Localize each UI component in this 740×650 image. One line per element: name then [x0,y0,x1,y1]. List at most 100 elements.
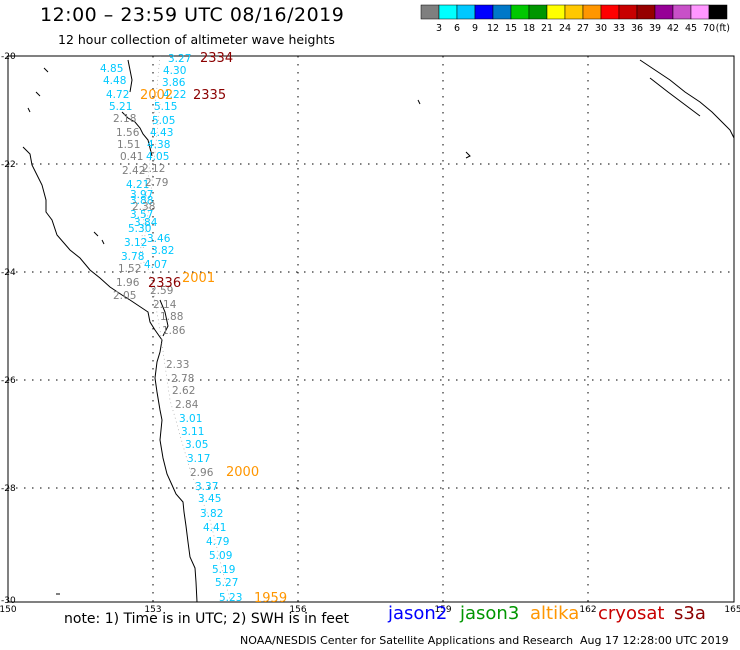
track-time-label: 2336 [148,276,181,291]
credit-line: NOAA/NESDIS Center for Satellite Applica… [240,634,574,647]
satellite-s3a: s3a [674,603,706,624]
legend-tick-label: 39 [649,23,661,34]
swh-value-label: 3.97 [130,189,153,201]
swh-value-label: 2.14 [153,299,177,311]
swh-value-label: 2.42 [122,165,145,177]
swh-value-label: 3.45 [198,493,221,505]
swh-value-label: 2.79 [145,177,168,189]
map-frame [7,55,735,603]
swh-value-label: 4.72 [106,89,129,101]
swh-value-label: 5.15 [154,101,177,113]
swh-value-label: 3.82 [200,508,223,520]
swh-value-label: 3.27 [168,53,191,65]
legend-tick-label: 27 [577,23,589,34]
swh-value-label: 5.21 [109,101,132,113]
swh-value-label: 1.52 [118,263,141,275]
lat-tick-label: -26 [1,376,16,386]
coastline [22,59,735,603]
legend-unit: (ft) [716,23,730,34]
swh-value-label: 2.18 [113,113,136,125]
swh-value-label: 4.79 [206,536,229,548]
swh-value-label: 3.86 [162,77,186,89]
swh-value-label: 4.43 [150,127,173,139]
track-time-label: 2000 [226,465,259,480]
track-time-label: 1959 [254,591,287,606]
legend-tick-label: 42 [667,23,679,34]
legend-tick-label: 12 [487,23,499,34]
reef-5 [101,239,105,245]
legend-tick-label: 45 [685,23,697,34]
legend-tick-label: 70 [703,23,715,34]
swh-value-label: 3.01 [179,413,202,425]
swh-value-label: 1.56 [116,127,140,139]
swh-value-label: 4.05 [146,151,169,163]
swh-value-label: 4.85 [100,63,123,75]
queensland-inner [121,111,153,157]
swh-value-label: 4.48 [103,75,126,87]
swh-value-label: 5.30 [128,223,151,235]
color-legend: 3 6 9 12 15 18 21 24 27 30 33 36 39 42 45 70 (ft) [420,4,730,34]
swh-value-label: 5.27 [215,577,238,589]
australia-coast [22,146,198,603]
swh-value-label: 4.21 [126,179,149,191]
page-title: 12:00 – 23:59 UTC 08/16/2019 [40,4,345,26]
lon-tick-label: 153 [144,605,161,615]
reef-island-1 [417,99,421,105]
swh-value-label: 4.41 [203,522,226,534]
swh-value-label: 1.96 [116,277,140,289]
footer-note: note: 1) Time is in UTC; 2) SWH is in fe… [64,611,350,627]
track-time-label: 2002 [140,88,173,103]
wave-height-labels: 3.27 4.85 4.30 4.48 3.86 4.72 4.22 5.21 5.15 2.18… [100,53,242,604]
swh-value-label: 2.38 [132,201,155,213]
great-sandy-island [159,299,169,337]
swh-value-label: 3.88 [130,195,153,207]
swh-value-label: 3.57 [130,209,153,221]
swh-value-label: 2.96 [190,467,214,479]
swh-value-label: 3.82 [151,245,174,257]
legend-tick-label: 9 [472,23,478,34]
lat-tick-label: -30 [1,596,16,606]
swh-value-label: 3.84 [134,217,158,229]
legend-tick-label: 3 [436,23,442,34]
legend-tick-label: 24 [559,23,571,34]
track-time-label: 2001 [182,271,215,286]
satellite-tracks [139,55,231,601]
reef-1 [43,67,49,73]
axis-tick-labels: 150 153 156 159 162 165 -20 -22 -24 -26 -28 -30 [0,52,740,615]
lat-tick-label: -24 [1,268,16,278]
reef-2 [35,91,41,97]
swh-value-label: 1.88 [160,311,183,323]
swh-value-label: 5.19 [212,564,235,576]
swh-value-label: 5.05 [152,115,175,127]
swh-value-label: 4.38 [147,139,170,151]
satellite-jason2: jason2 [388,603,448,624]
satellite-altika: altika [530,603,580,624]
new-caledonia-b [649,77,701,117]
satellite-cryosat: cryosat [598,603,665,624]
reef-island-2 [465,151,471,159]
swh-value-label: 2.59 [150,285,173,297]
legend-tick-label: 6 [454,23,460,34]
track-time-label: 2334 [200,51,233,66]
lat-tick-label: -20 [1,52,16,62]
legend-swatch [708,4,728,20]
lon-tick-label: 162 [579,605,596,615]
swh-value-label: 2.33 [166,359,189,371]
swh-value-label: 4.22 [163,89,186,101]
track-path [139,55,161,273]
lat-tick-label: -28 [1,484,16,494]
swh-value-label: 3.12 [124,237,147,249]
swh-value-label: 3.37 [195,481,218,493]
swh-value-label: 4.30 [163,65,186,77]
swh-value-label: 2.84 [175,399,199,411]
swh-value-label: 3.11 [181,426,204,438]
lat-tick-label: -22 [1,160,16,170]
swh-value-label: 1.51 [117,139,140,151]
swh-value-label: 3.46 [147,233,171,245]
swh-value-label: 2.05 [113,290,136,302]
track-path [139,103,161,271]
swh-value-label: 3.05 [185,439,208,451]
lon-tick-label: 165 [724,605,740,615]
